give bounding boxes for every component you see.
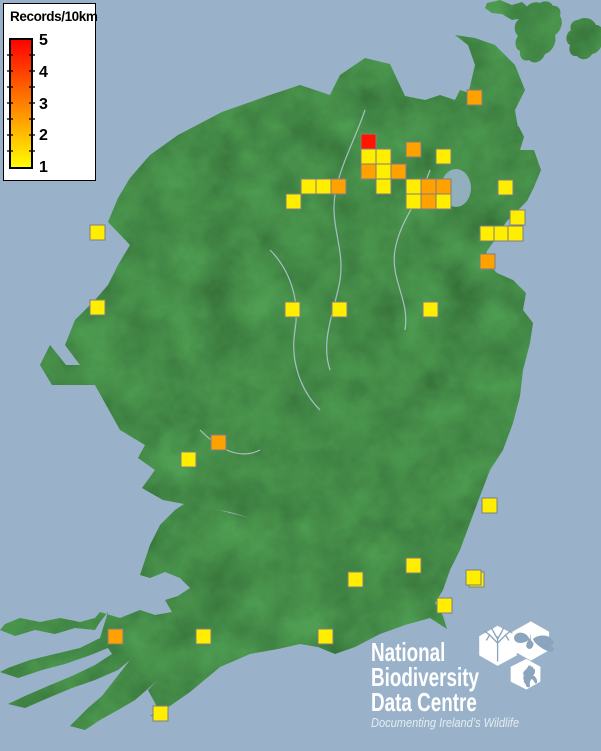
svg-text:Documenting Ireland’s Wildlife: Documenting Ireland’s Wildlife	[371, 715, 519, 730]
svg-text:Data Centre: Data Centre	[371, 688, 477, 716]
